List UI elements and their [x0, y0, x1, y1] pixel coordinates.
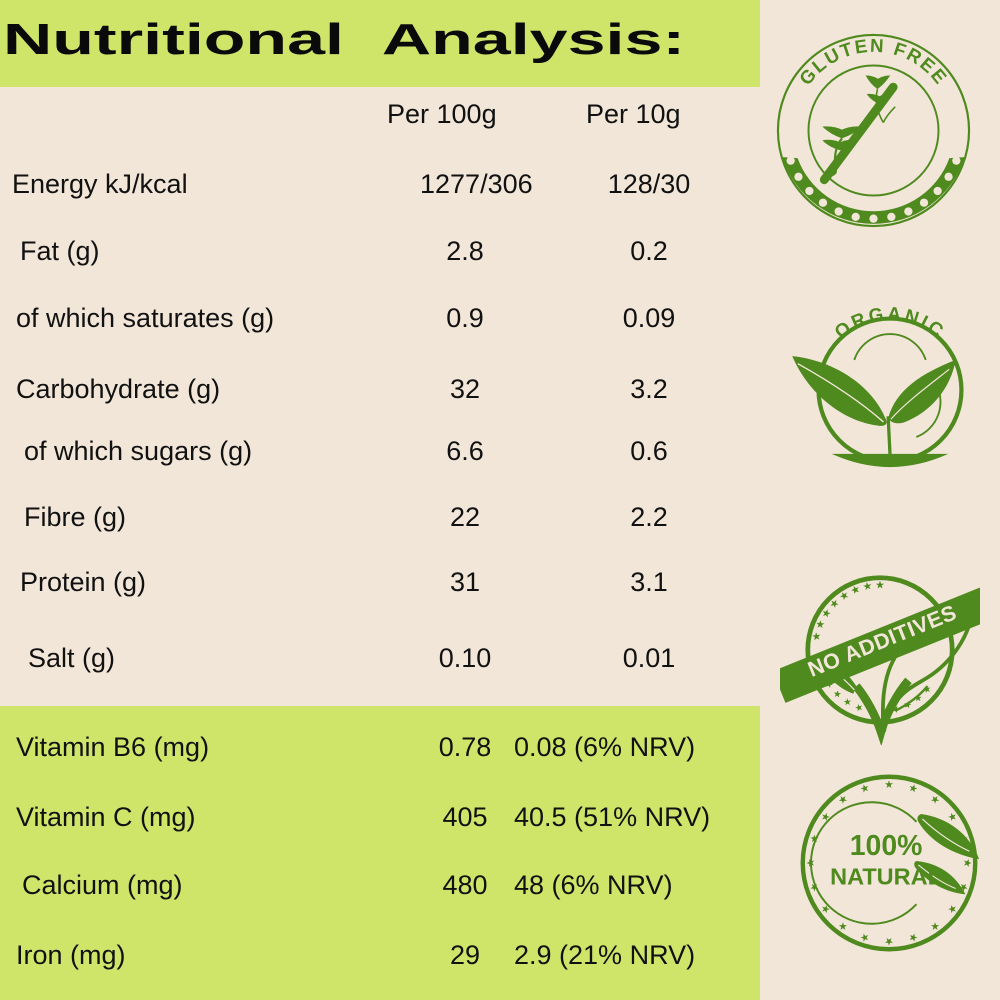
- svg-text:NATURAL: NATURAL: [830, 864, 942, 890]
- svg-text:ORGANIC: ORGANIC: [830, 303, 949, 343]
- svg-text:100%: 100%: [850, 830, 923, 862]
